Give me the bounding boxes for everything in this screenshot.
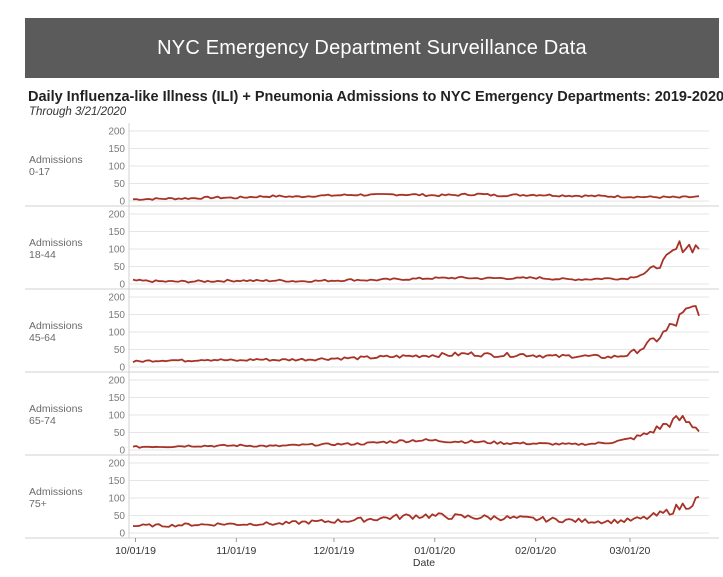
y-tick-label: 100 (108, 494, 125, 505)
y-tick-label: 100 (108, 162, 125, 173)
panel-label-title: Admissions (29, 403, 83, 415)
x-tick-label: 10/01/19 (115, 545, 156, 557)
x-axis-title: Date (413, 557, 435, 569)
y-tick-label: 100 (108, 328, 125, 339)
y-tick-label: 0 (119, 529, 125, 540)
y-tick-label: 50 (114, 428, 126, 439)
y-tick-label: 150 (108, 144, 125, 155)
y-tick-label: 150 (108, 310, 125, 321)
y-tick-label: 200 (108, 293, 125, 304)
panel-label-title: Admissions (29, 154, 83, 166)
y-tick-label: 150 (108, 227, 125, 238)
banner-title: NYC Emergency Department Surveillance Da… (25, 18, 719, 78)
panel-label-title: Admissions (29, 237, 83, 249)
chart-subtitle: Through 3/21/2020 (29, 106, 127, 118)
y-tick-label: 0 (119, 280, 125, 291)
y-tick-label: 0 (119, 363, 125, 374)
y-tick-label: 200 (108, 376, 125, 387)
x-axis: Date 10/01/19 11/01/19 12/01/19 01/01/20 02/… (115, 538, 651, 569)
y-tick-label: 50 (114, 179, 126, 190)
x-tick-label: 12/01/19 (313, 545, 354, 557)
y-tick-label: 50 (114, 262, 126, 273)
series-line-45-64 (132, 305, 700, 364)
series-line-65-74 (132, 414, 700, 449)
y-tick-label: 200 (108, 127, 125, 138)
panel-label-group: 65-74 (29, 415, 56, 427)
y-tick-label: 200 (108, 459, 125, 470)
y-tick-label: 0 (119, 446, 125, 457)
y-tick-label: 0 (119, 197, 125, 208)
panel-label-title: Admissions (29, 320, 83, 332)
panel-label-group: 18-44 (29, 249, 56, 261)
series-line-18-44 (132, 240, 700, 284)
series-line-75+ (132, 495, 700, 528)
x-tick-label: 11/01/19 (216, 545, 256, 557)
chart-panels: 050100150200Admissions0-17050100150200Ad… (25, 123, 719, 540)
y-tick-label: 150 (108, 393, 125, 404)
panel-label-group: 45-64 (29, 332, 56, 344)
y-tick-label: 50 (114, 511, 126, 522)
chart-title: Daily Influenza-like Illness (ILI) + Pne… (28, 89, 723, 105)
series-line-0-17 (132, 192, 700, 201)
panel-label-group: 0-17 (29, 166, 50, 178)
y-tick-label: 100 (108, 245, 125, 256)
x-tick-label: 02/01/20 (515, 545, 556, 557)
x-tick-label: 03/01/20 (610, 545, 651, 557)
panel-label-title: Admissions (29, 486, 83, 498)
x-tick-label: 01/01/20 (414, 545, 455, 557)
y-tick-label: 200 (108, 210, 125, 221)
y-tick-label: 150 (108, 476, 125, 487)
panel-label-group: 75+ (29, 498, 47, 510)
y-tick-label: 50 (114, 345, 126, 356)
y-tick-label: 100 (108, 411, 125, 422)
